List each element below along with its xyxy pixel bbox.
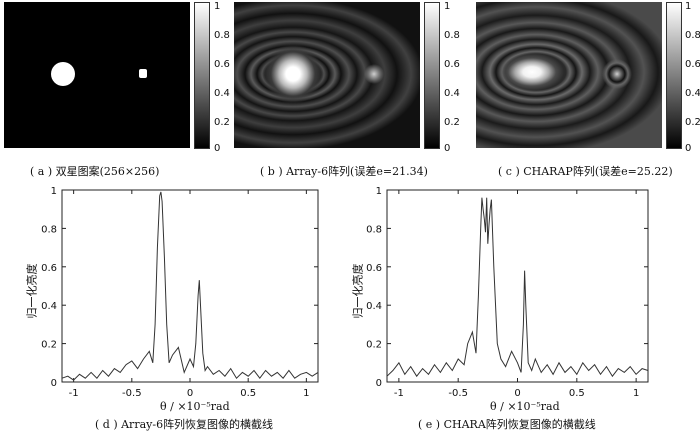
plot-d-ytick-label: 0.2 xyxy=(41,340,57,351)
caption-c: ( c ) CHARAP阵列(误差e=25.22) xyxy=(498,165,673,178)
plot-e-ytick-label: 0.4 xyxy=(366,301,382,312)
plot-e-ytick-label: 0.2 xyxy=(366,340,382,351)
cbar-tick: 0.8 xyxy=(685,30,700,41)
plot-e-ylabel: 归一化亮度 xyxy=(351,263,365,319)
plot-e-xtick-label: -1 xyxy=(394,388,404,399)
plot-e-ytick-label: 0 xyxy=(376,378,382,389)
cbar-tick: 1 xyxy=(214,1,221,12)
plot-d-xtick-label: 0.5 xyxy=(240,388,256,399)
plot-d-xlabel: θ / ×10⁻⁵rad xyxy=(160,400,230,413)
plot-e-xtick-label: -0.5 xyxy=(448,388,468,399)
cbar-tick: 1 xyxy=(444,1,451,12)
star-large xyxy=(51,62,75,86)
chara-reconstruction-image xyxy=(476,2,662,148)
plot-e-frame xyxy=(386,189,649,383)
plot-d-xtick-label: -0.5 xyxy=(122,388,142,399)
colorbar-a xyxy=(194,2,210,149)
cbar-tick: 0.2 xyxy=(444,117,460,128)
plot-d-xtick-label: 1 xyxy=(303,388,309,399)
plot-e-xtick-label: 0.5 xyxy=(569,388,585,399)
array6-reconstruction-image xyxy=(234,2,420,148)
plot-d-xtick-label: -1 xyxy=(69,388,79,399)
caption-b: ( b ) Array-6阵列(误差e=21.34) xyxy=(260,165,428,178)
cbar-tick: 0.2 xyxy=(214,117,230,128)
plot-d-ytick-label: 0.8 xyxy=(41,224,57,235)
caption-e: ( e ) CHARA阵列恢复图像的横截线 xyxy=(418,418,596,431)
plot-e-ytick-label: 1 xyxy=(376,186,382,197)
cbar-tick: 0.4 xyxy=(685,88,700,99)
cbar-tick: 0.4 xyxy=(214,88,230,99)
plot-e-ytick-label: 0.8 xyxy=(366,224,382,235)
colorbar-c xyxy=(666,2,682,149)
binary-star-image xyxy=(4,2,190,148)
cbar-tick: 0 xyxy=(685,143,692,154)
cbar-tick: 1 xyxy=(685,1,692,12)
cbar-tick: 0.6 xyxy=(685,59,700,70)
cbar-tick: 0 xyxy=(444,143,451,154)
plot-e-xlabel: θ / ×10⁻⁵rad xyxy=(490,400,560,413)
cbar-tick: 0.2 xyxy=(685,117,700,128)
plot-d-ytick-label: 1 xyxy=(51,186,57,197)
plot-e-xtick-label: 0 xyxy=(514,388,520,399)
cbar-tick: 0.4 xyxy=(444,88,460,99)
caption-a: ( a ) 双星图案(256×256) xyxy=(30,165,160,178)
plot-d-xtick-label: 0 xyxy=(187,388,193,399)
colorbar-b xyxy=(424,2,440,149)
cbar-tick: 0 xyxy=(214,143,221,154)
plot-d-series-line xyxy=(61,191,319,381)
plot-e-xtick-label: 1 xyxy=(633,388,639,399)
caption-d: ( d ) Array-6阵列恢复图像的横截线 xyxy=(95,418,274,431)
cbar-tick: 0.6 xyxy=(214,59,230,70)
plot-e-series-line xyxy=(386,197,649,378)
plot-d-ytick-label: 0.6 xyxy=(41,263,57,274)
plot-d-ytick-label: 0.4 xyxy=(41,301,57,312)
cbar-tick: 0.8 xyxy=(214,30,230,41)
plot-e-ytick-label: 0.6 xyxy=(366,263,382,274)
plot-d-ytick-label: 0 xyxy=(51,378,57,389)
cbar-tick: 0.6 xyxy=(444,59,460,70)
star-small xyxy=(139,69,147,78)
cbar-tick: 0.8 xyxy=(444,30,460,41)
